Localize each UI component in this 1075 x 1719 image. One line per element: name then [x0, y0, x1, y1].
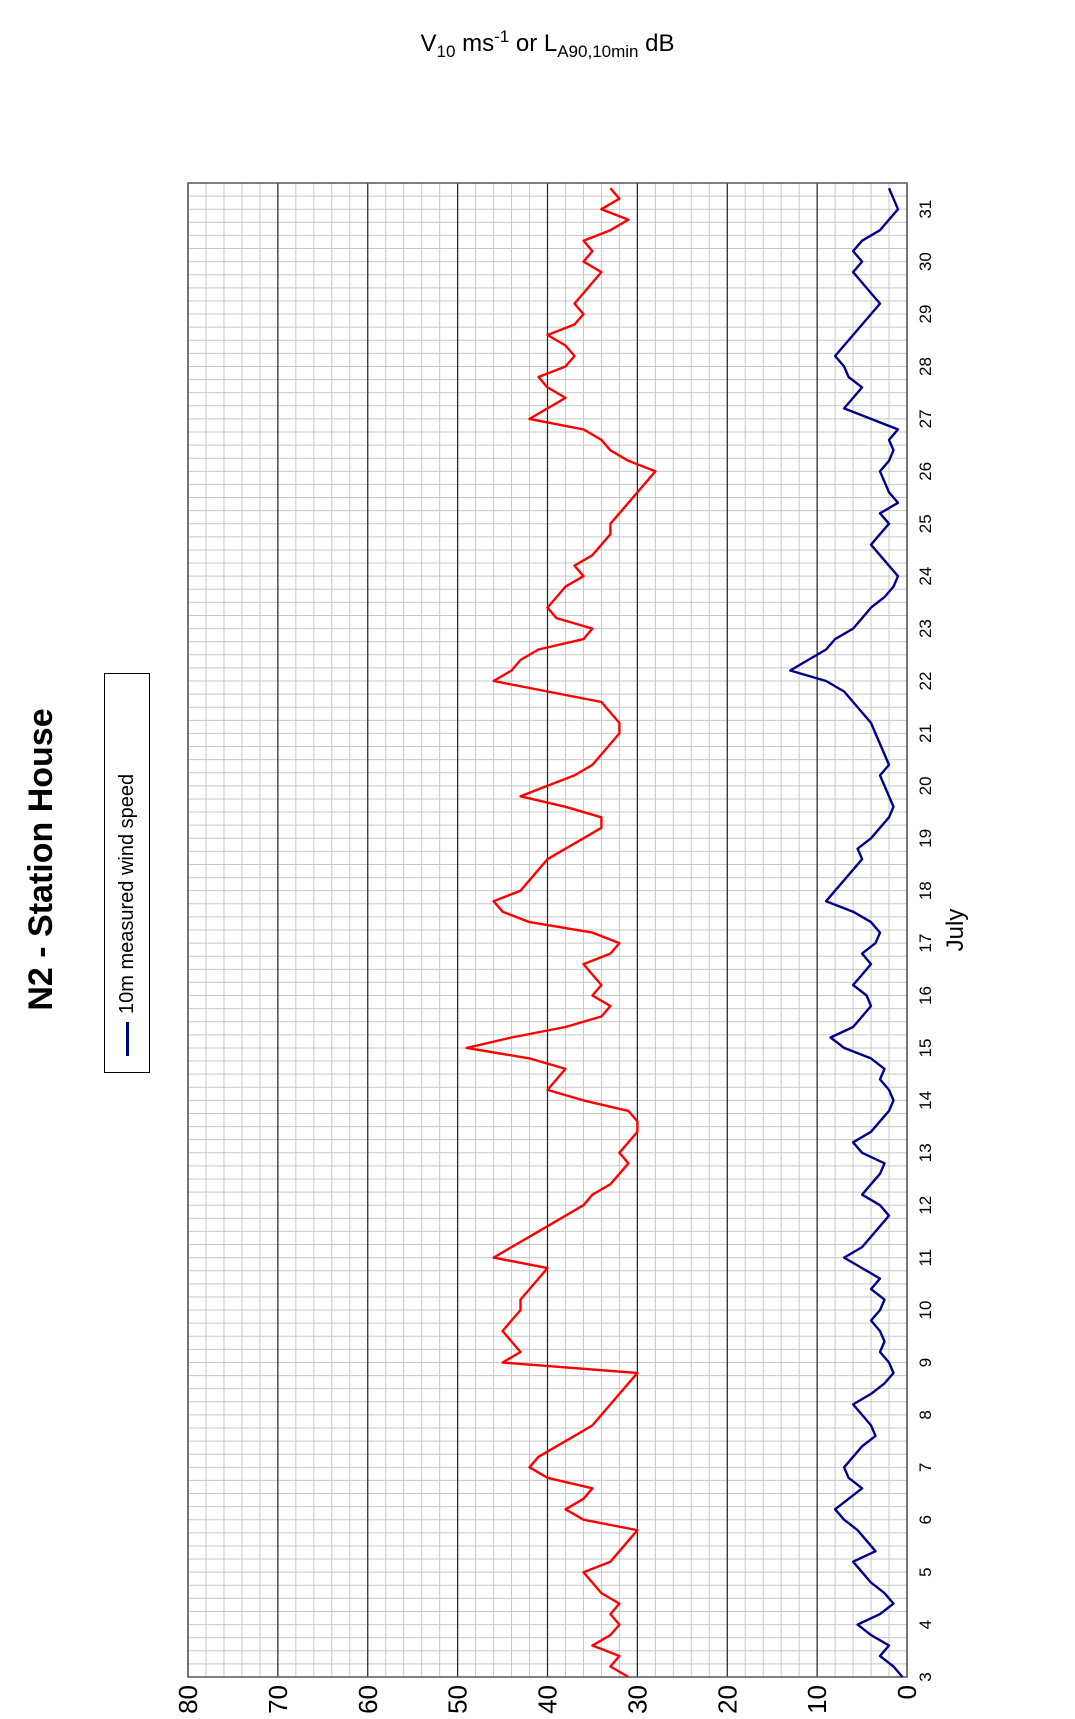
- series-layer: [465, 187, 904, 1679]
- y-tick-label: 70: [263, 1685, 293, 1714]
- x-tick-label: 6: [916, 1515, 935, 1524]
- x-tick-label: 10: [916, 1301, 935, 1320]
- x-tick-label: 11: [916, 1249, 935, 1267]
- y-tick-label: 20: [712, 1685, 742, 1714]
- y-title-db: dB: [639, 30, 675, 57]
- y-tick-label: 0: [892, 1685, 922, 1699]
- x-tick-label: 12: [916, 1196, 935, 1215]
- x-tick-label: 18: [916, 881, 935, 900]
- y-title-v-sub: 10: [436, 42, 455, 61]
- x-tick-label: 20: [916, 776, 935, 795]
- x-tick-label: 29: [916, 305, 935, 324]
- y-title-unit: ms: [455, 30, 494, 57]
- x-tick-label: 4: [916, 1620, 935, 1629]
- x-tick-label: 17: [916, 934, 935, 953]
- y-tick-label: 10: [802, 1685, 832, 1714]
- x-tick-label: 3: [916, 1672, 935, 1681]
- y-tick-label: 80: [173, 1685, 203, 1714]
- x-tick-labels: 3 4 5 6 7 8 9 10 11 12 13 14 15 16 17 18 19 20 21 22 23 24 25 2…: [916, 200, 935, 1682]
- x-tick-label: 13: [916, 1143, 935, 1162]
- x-tick-label: 30: [916, 252, 935, 271]
- x-tick-label: 25: [916, 514, 935, 533]
- y-title-l-sub: A90,10min: [557, 42, 638, 61]
- wind-speed-line: [789, 187, 904, 1678]
- x-tick-label: 28: [916, 357, 935, 376]
- x-axis-title: July: [942, 909, 969, 952]
- x-tick-label: 31: [916, 200, 935, 219]
- x-tick-label: 22: [916, 672, 935, 691]
- x-tick-label: 15: [916, 1038, 935, 1057]
- x-tick-label: 24: [916, 567, 935, 586]
- x-tick-label: 14: [916, 1091, 935, 1110]
- noise-level-line: [465, 187, 657, 1679]
- y-title-v: V: [420, 30, 436, 57]
- plot-area-border: [187, 182, 908, 1678]
- x-tick-label: 16: [916, 986, 935, 1005]
- y-tick-label: 60: [353, 1685, 383, 1714]
- x-tick-label: 27: [916, 409, 935, 428]
- x-tick-label: 26: [916, 462, 935, 481]
- y-tick-label: 30: [622, 1685, 652, 1714]
- y-title-or: or L: [509, 30, 557, 57]
- x-tick-label: 9: [916, 1358, 935, 1367]
- y-tick-label: 40: [533, 1685, 563, 1714]
- x-tick-label: 19: [916, 829, 935, 848]
- x-tick-label: 5: [916, 1567, 935, 1576]
- x-tick-label: 7: [916, 1463, 935, 1472]
- y-title-unit-sup: -1: [494, 27, 509, 46]
- y-tick-label: 50: [443, 1685, 473, 1714]
- x-tick-label: 21: [916, 724, 935, 743]
- x-tick-label: 8: [916, 1410, 935, 1419]
- y-axis-title: V10 ms-1 or LA90,10min dB: [420, 27, 674, 61]
- y-tick-labels: 0 10 20 30 40 50 60 70 80: [173, 1685, 922, 1714]
- x-tick-label: 23: [916, 619, 935, 638]
